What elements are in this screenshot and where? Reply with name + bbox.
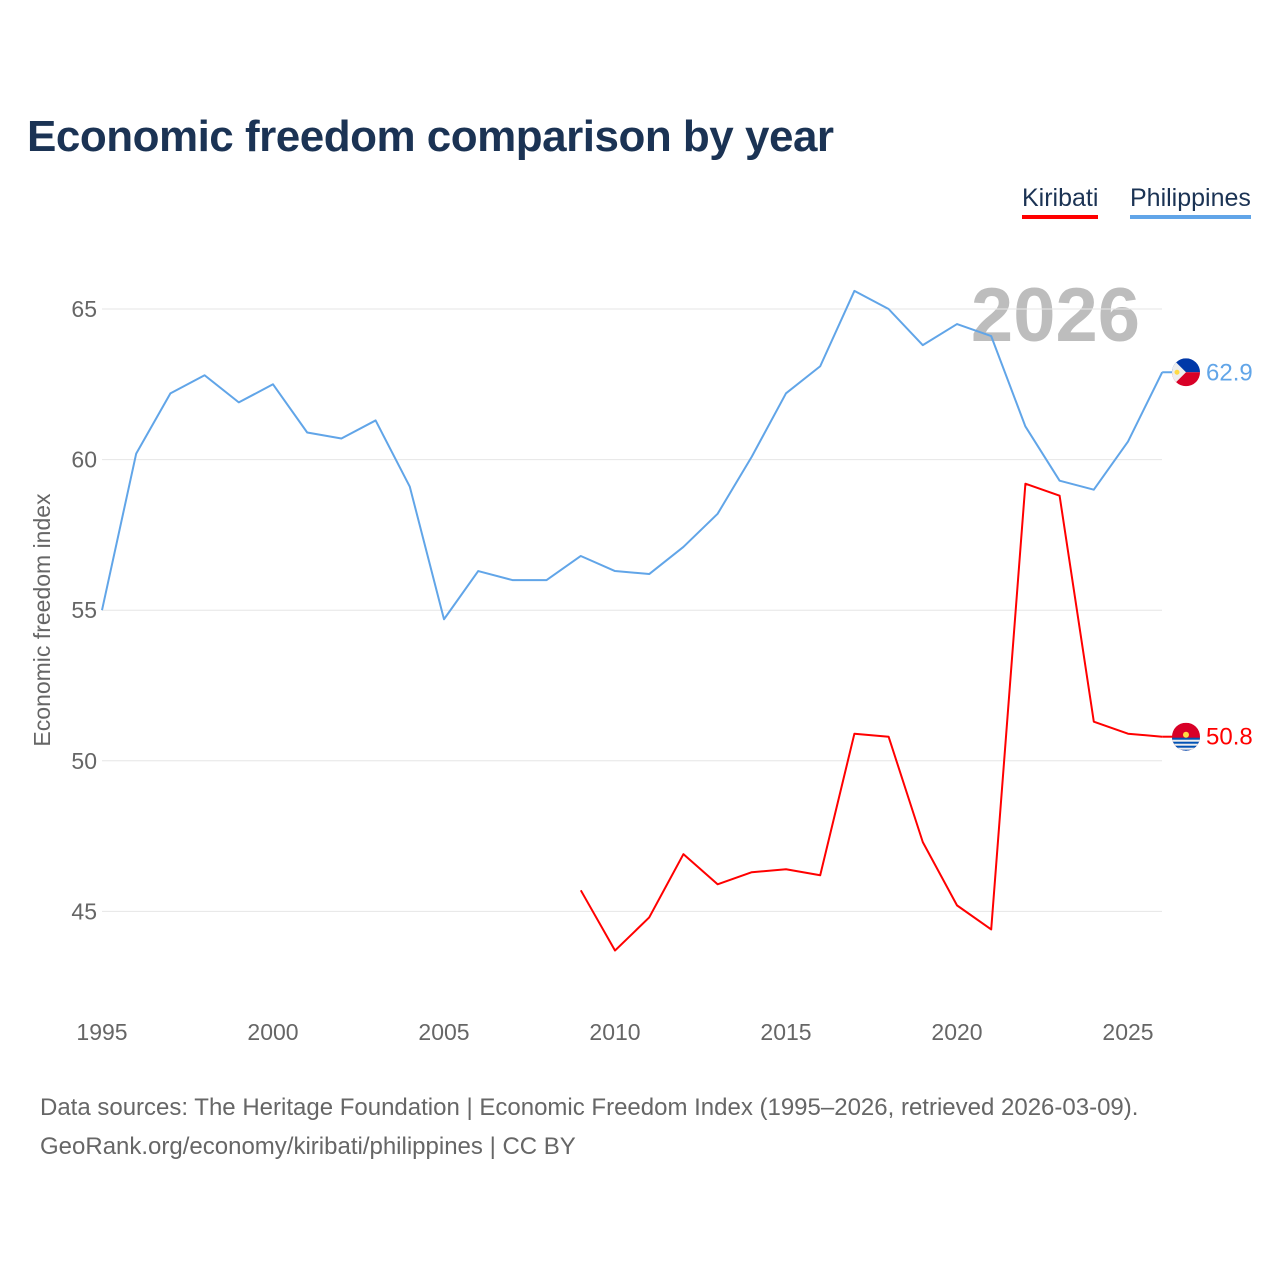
y-tick-label: 50 xyxy=(71,748,97,774)
y-axis-label: Economic freedom index xyxy=(29,493,55,747)
kiribati-flag-icon xyxy=(1172,722,1200,751)
footer: Data sources: The Heritage Foundation | … xyxy=(40,1088,1138,1166)
x-tick-label: 2025 xyxy=(1102,1019,1153,1045)
chart-title: Economic freedom comparison by year xyxy=(27,112,834,161)
y-tick-label: 65 xyxy=(71,296,97,322)
end-value-label: 50.8 xyxy=(1206,724,1253,751)
x-tick-label: 2010 xyxy=(589,1019,640,1045)
philippines-flag-icon xyxy=(1172,358,1200,387)
x-tick-label: 2005 xyxy=(418,1019,469,1045)
x-tick-label: 1995 xyxy=(76,1019,127,1045)
series-line-kiribati xyxy=(579,482,1163,952)
x-tick-label: 2015 xyxy=(760,1019,811,1045)
x-tick-label: 2000 xyxy=(247,1019,298,1045)
y-tick-label: 55 xyxy=(71,597,97,623)
end-value-label: 62.9 xyxy=(1206,359,1253,386)
y-tick-label: 45 xyxy=(71,898,97,924)
legend-item-kiribati[interactable]: Kiribati xyxy=(1022,184,1099,219)
y-tick-label: 60 xyxy=(71,447,97,473)
x-tick-label: 2020 xyxy=(931,1019,982,1045)
series-line-philippines xyxy=(101,289,1164,621)
legend-item-philippines[interactable]: Philippines xyxy=(1130,184,1251,219)
data-source-text: Data sources: The Heritage Foundation | … xyxy=(40,1094,1139,1121)
source-link[interactable]: GeoRank.org/economy/kiribati/philippines… xyxy=(40,1133,576,1160)
year-watermark: 2026 xyxy=(971,273,1140,358)
